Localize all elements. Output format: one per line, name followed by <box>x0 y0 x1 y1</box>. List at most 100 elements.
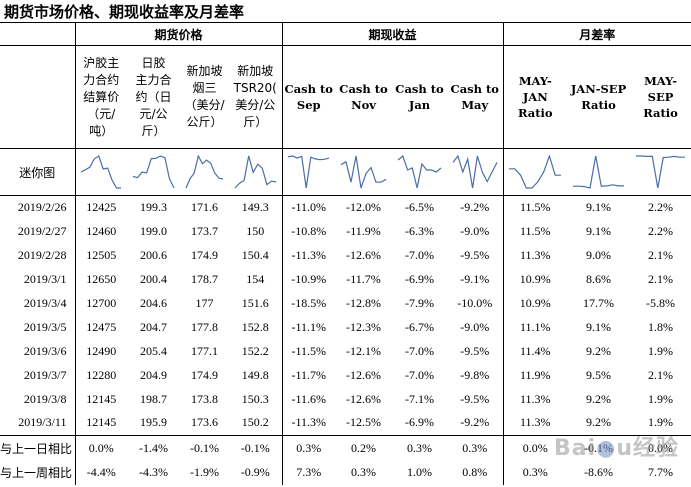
column-header-line: Cash to <box>395 82 444 96</box>
table-cell: 11.3% <box>502 243 568 268</box>
table-row: 2019/3/7 12280 204.9 174.9 149.8 -11.7% -12.6%… <box>0 363 691 388</box>
table-cell: 9.5% <box>586 367 612 382</box>
table-cell: -12.8% <box>346 296 382 310</box>
column-header-line: Nov <box>351 98 376 112</box>
group-header-row: 期货价格 期现收益 月差率 <box>0 22 691 46</box>
sparkline-cell <box>567 148 631 196</box>
column-header-line: 力合约 <box>83 72 120 87</box>
table-cell: 204.9 <box>140 367 167 382</box>
table-cell: -6.3% <box>405 224 435 239</box>
table-cell: 1.8% <box>648 319 674 334</box>
comparison-cell: -1.4% <box>139 440 168 455</box>
column-header-line: 沪胶主 <box>83 55 120 70</box>
table-cell: 12475 <box>74 315 127 340</box>
table-cell: 152.8 <box>241 319 269 334</box>
table-cell: 17.7% <box>583 296 615 310</box>
table-cell: -12.6% <box>346 248 382 263</box>
page-title: 期货市场价格、期现收益率及月差率 <box>4 3 245 21</box>
sparkline-series <box>340 155 387 189</box>
table-cell: 151.6 <box>241 296 269 310</box>
table-cell: 1.9% <box>648 391 674 406</box>
sparkline-series <box>288 155 330 189</box>
table-cell: -12.1% <box>346 343 382 358</box>
comparison-cell: -1.9% <box>190 465 219 480</box>
table-cell: -9.5% <box>460 248 490 263</box>
table-cell: -10.8% <box>281 219 336 244</box>
table-cell: 150.2 <box>229 411 283 436</box>
comparison-cell: 0.8% <box>462 465 488 480</box>
column-header-8: Cash to May <box>447 45 504 149</box>
column-header-line: MAY- <box>644 74 677 88</box>
table-cell: 173.7 <box>191 224 218 239</box>
column-header-6: Cash to Nov <box>335 45 393 149</box>
column-header-1: 沪胶主 力合约 结算价 （元/吨） <box>74 45 127 149</box>
column-header-line: （元/ <box>87 106 116 121</box>
group-month-spread: 月差率 <box>502 22 691 46</box>
table-row: 2019/2/28 12505 200.6 174.9 150.4 -11.3% -12.6… <box>0 243 691 268</box>
column-header-line: Cash to <box>450 82 499 96</box>
table-cell: 195.9 <box>127 411 180 436</box>
table-cell: -9.0% <box>460 319 490 334</box>
sparkline-chart <box>80 155 122 189</box>
table-cell: 2.2% <box>648 200 674 215</box>
row-date: 2019/3/1 <box>23 272 67 287</box>
comparison-cell: 0.3% <box>462 440 488 455</box>
comparison-cell: 7.3% <box>281 460 336 485</box>
table-cell: 178.7 <box>191 272 218 287</box>
table-cell: -7.0% <box>405 367 435 382</box>
table-cell: 8.6% <box>586 272 612 287</box>
column-header-line: Ratio <box>581 98 616 112</box>
sparkline-cell <box>127 148 180 196</box>
sparkline-series <box>397 155 442 189</box>
table-cell: -6.7% <box>405 319 435 334</box>
table-cell: 150 <box>246 224 265 239</box>
table-cell: 2.2% <box>648 224 674 239</box>
table-row: 2019/3/6 12490 205.4 177.1 152.2 -11.5% -12.1%… <box>0 339 691 364</box>
column-header-11: MAY- SEP Ratio <box>630 45 691 149</box>
table-cell: -11.7% <box>281 363 336 388</box>
table-cell: -5.8% <box>646 296 676 310</box>
table-cell: 177 <box>195 296 214 310</box>
table-cell: 200.4 <box>140 272 167 287</box>
column-header-row: 沪胶主 力合约 结算价 （元/吨） 日胶 主力合 约（日 元/公 斤） 新加坡 烟三 （美分/公斤）新… <box>0 45 691 149</box>
sparkline-cell <box>281 148 336 196</box>
group-basis-return: 期现收益 <box>281 22 504 46</box>
comparison-cell: 0.3% <box>502 460 568 485</box>
table-cell: 204.7 <box>140 319 167 334</box>
table-cell: -7.1% <box>405 391 435 406</box>
table-cell: 174.9 <box>191 248 218 263</box>
table-cell: -11.3% <box>281 411 336 436</box>
table-cell: -11.9% <box>346 224 381 239</box>
sparkline-row: 迷你图 <box>0 148 691 196</box>
column-header-line: 斤） <box>141 123 166 138</box>
table-cell: 9.1% <box>586 200 612 215</box>
table-cell: 12280 <box>74 363 127 388</box>
column-header-10: JAN-SEP Ratio <box>567 45 631 149</box>
table-cell: -11.0% <box>281 195 336 220</box>
comparison-cell: -4.4% <box>74 460 127 485</box>
table-cell: 11.5% <box>502 195 568 220</box>
sparkline-chart <box>234 155 276 189</box>
sparkline-series <box>573 155 625 189</box>
table-cell: -12.5% <box>335 411 393 436</box>
column-header-line: 美分/公 <box>235 98 276 112</box>
table-cell: -6.9% <box>392 411 448 436</box>
column-header-line: JAN <box>522 90 548 104</box>
comparison-cell: -0.1% <box>190 440 219 455</box>
table-cell: -11.5% <box>281 339 336 364</box>
table-row: 2019/2/27 12460 199.0 173.7 150 -10.8% -11.9% -… <box>0 219 691 244</box>
table-cell: -6.9% <box>405 272 435 287</box>
sparkline-chart <box>185 155 224 189</box>
table-cell: -9.0% <box>460 224 490 239</box>
table-cell: 1.9% <box>648 343 674 358</box>
table-cell: 11.5% <box>502 219 568 244</box>
column-header-line: 新加坡 <box>186 64 223 78</box>
sparkline-cell <box>447 148 504 196</box>
column-header-3: 新加坡 烟三 （美分/公斤） <box>180 45 229 149</box>
group-futures-price: 期货价格 <box>74 22 283 46</box>
table-cell: 152.2 <box>241 343 269 358</box>
sparkline-cell <box>335 148 393 196</box>
sparkline-cell <box>630 148 691 196</box>
column-header-blank <box>0 45 75 149</box>
comparison-cell: -0.9% <box>240 465 270 480</box>
